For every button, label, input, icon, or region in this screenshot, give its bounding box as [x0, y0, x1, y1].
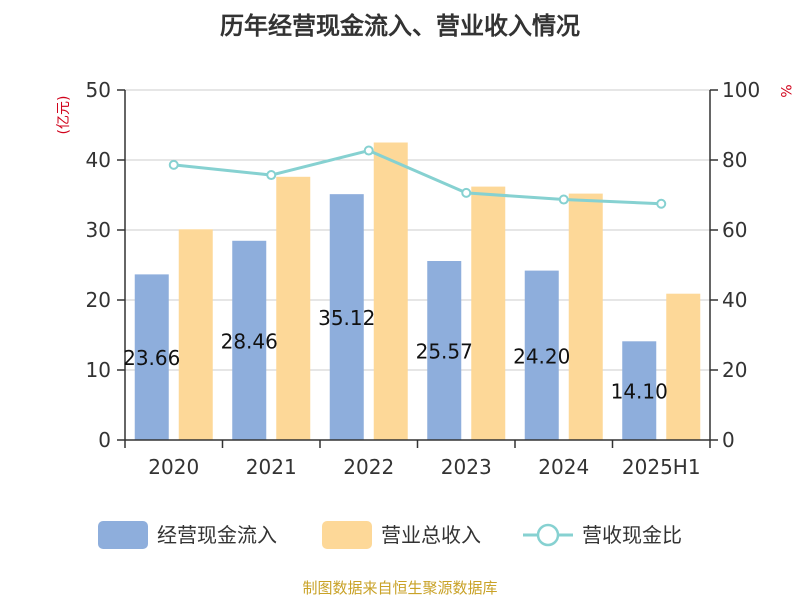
gridlines: [125, 89, 710, 371]
left-axis-tick-label: 40: [86, 148, 111, 172]
ratio-point: [363, 145, 374, 156]
x-axis-tick-label: 2025H1: [622, 455, 701, 479]
legend: 经营现金流入 营业总收入 营收现金比: [98, 521, 682, 549]
bar-value-label: 28.46: [221, 329, 278, 353]
bar-value-label: 25.57: [416, 340, 473, 364]
bar-total-revenue: [471, 186, 506, 440]
right-axis-tick-label: 20: [722, 358, 747, 382]
bar-value-label: 24.20: [513, 344, 570, 368]
right-axis-tick-label: 40: [722, 288, 747, 312]
bar-total-revenue: [568, 193, 603, 440]
x-axis-tick-label: 2023: [441, 455, 492, 479]
bar-operating-cash-inflow: [232, 240, 267, 440]
right-axis-tick-label: 80: [722, 148, 747, 172]
line-series: [168, 145, 667, 209]
right-axis-tick-label: 100: [722, 78, 760, 102]
bar-total-revenue: [373, 142, 408, 440]
legend-label-cash-inflow: 经营现金流入: [157, 523, 277, 547]
legend-label-revenue: 营业总收入: [381, 523, 481, 547]
ratio-point: [168, 159, 179, 170]
bar-operating-cash-inflow: [134, 274, 169, 440]
legend-swatch-revenue: [322, 521, 372, 549]
bar-total-revenue: [178, 229, 213, 440]
left-axis-tick-label: 20: [86, 288, 111, 312]
bar-value-label: 14.10: [611, 380, 668, 404]
legend-marker-ratio: [536, 523, 560, 547]
left-axis-tick-label: 0: [98, 428, 111, 452]
bar-value-label: 23.66: [123, 346, 180, 370]
bar-operating-cash-inflow: [427, 261, 462, 440]
left-axis-tick-label: 50: [86, 78, 111, 102]
left-axis-unit: (亿元): [56, 96, 72, 135]
right-axis-tick-label: 0: [722, 428, 735, 452]
bar-operating-cash-inflow: [622, 341, 657, 440]
bar-total-revenue: [276, 176, 311, 441]
left-axis-tick-label: 30: [86, 218, 111, 242]
ratio-point: [461, 187, 472, 198]
source-note: 制图数据来自恒生聚源数据库: [302, 579, 497, 597]
legend-swatch-cash-inflow: [98, 521, 148, 549]
bar-operating-cash-inflow: [524, 270, 559, 440]
bar-value-label: 35.12: [318, 306, 375, 330]
ratio-point: [656, 198, 667, 209]
bar-series: [134, 142, 701, 441]
bar-labels: 23.66 28.46 35.12 25.57 24.20 14.10: [123, 306, 668, 404]
left-axis-tick-label: 10: [86, 358, 111, 382]
bar-total-revenue: [666, 293, 701, 440]
legend-label-ratio: 营收现金比: [582, 523, 682, 547]
right-axis-unit: %: [777, 84, 793, 97]
x-axis-tick-label: 2024: [538, 455, 589, 479]
ratio-point: [266, 170, 277, 181]
ratio-line: [173, 148, 662, 206]
axes: 0 10 20 30 40 50 0 20 40 60 80 100 2020 2021 2022 2023 2…: [86, 78, 761, 479]
ratio-point: [558, 194, 569, 205]
x-axis-tick-label: 2021: [246, 455, 297, 479]
right-axis-tick-label: 60: [722, 218, 747, 242]
bar-operating-cash-inflow: [329, 194, 364, 440]
x-axis-tick-label: 2022: [343, 455, 394, 479]
x-axis-tick-label: 2020: [148, 455, 199, 479]
chart-title: 历年经营现金流入、营业收入情况: [220, 12, 580, 40]
